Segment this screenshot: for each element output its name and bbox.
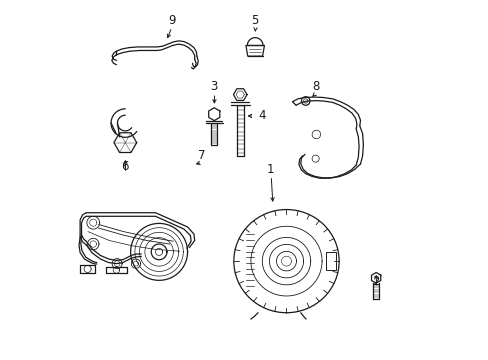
Text: 1: 1 [266,163,274,176]
Text: 5: 5 [251,14,258,27]
Text: 9: 9 [167,14,175,27]
Text: 3: 3 [210,80,218,93]
Text: 8: 8 [311,80,319,93]
Text: 4: 4 [258,109,265,122]
Text: 6: 6 [122,160,129,173]
Text: 2: 2 [372,275,379,288]
Text: 7: 7 [198,149,205,162]
